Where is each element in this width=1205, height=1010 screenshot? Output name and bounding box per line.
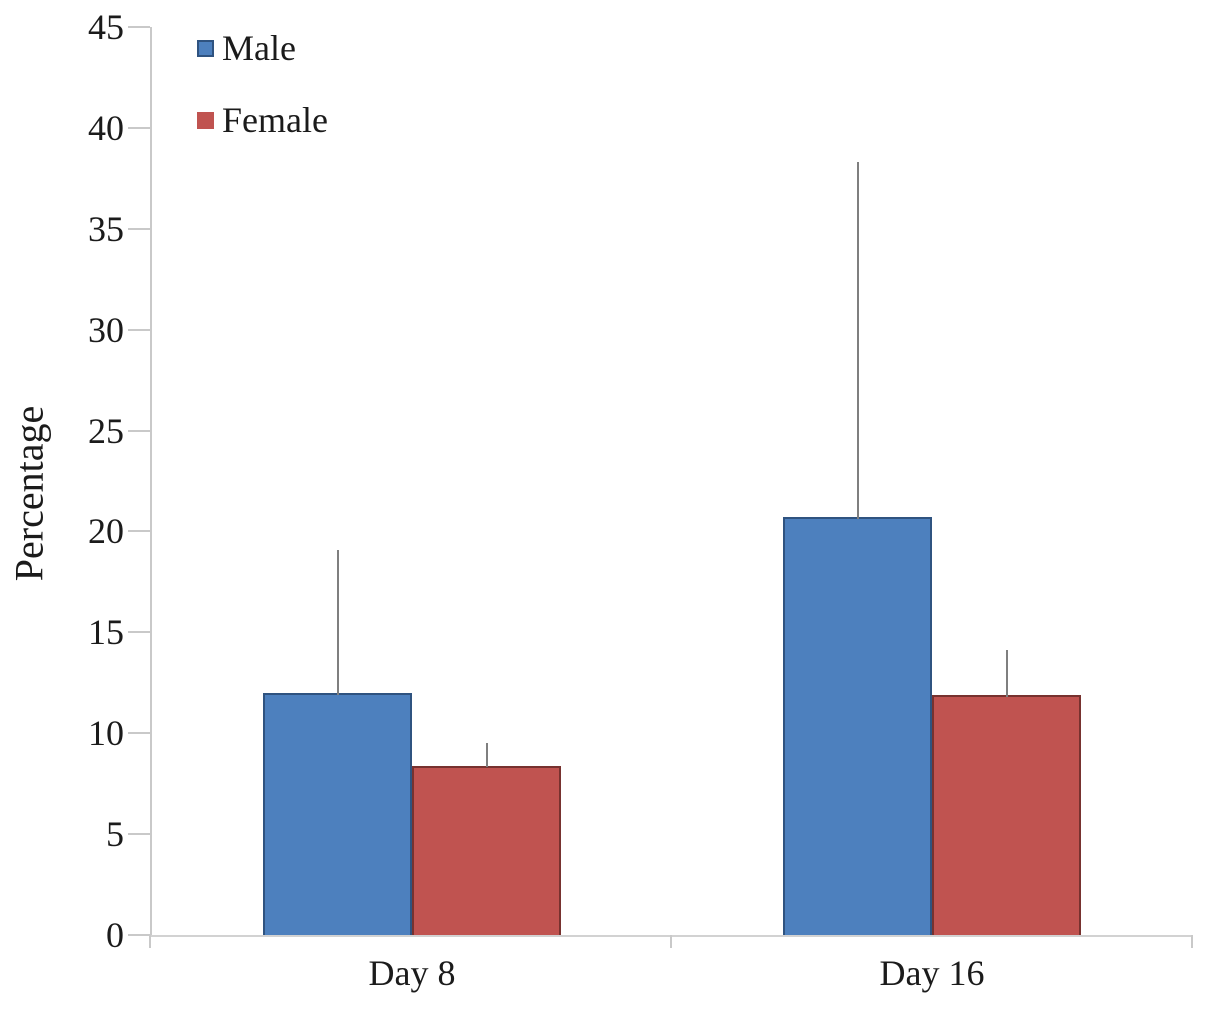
bar-female-day-8 [412,765,561,935]
y-tick-mark [128,26,150,28]
y-tick-mark [128,732,150,735]
x-tick-mark [670,935,672,948]
y-tick-mark [128,631,150,634]
y-tick-mark [128,227,150,230]
error-bar-male-day-16 [856,162,859,520]
y-tick-mark [128,328,150,331]
legend-item-male: Male [197,30,296,66]
legend-label-male: Male [222,28,296,68]
y-tick-label: 5 [106,814,124,855]
y-tick-mark [128,530,150,533]
x-axis-label-day-16: Day 16 [879,953,985,993]
x-tick-mark [149,935,151,948]
male-legend-swatch-icon [197,39,214,57]
error-bar-male-day-8 [336,549,339,695]
x-axis-label-day-8: Day 8 [368,953,456,993]
legend-label-female: Female [222,100,328,140]
y-tick-label: 30 [88,309,124,350]
error-bar-female-day-8 [485,743,488,768]
female-legend-swatch-icon [197,111,214,129]
y-axis-line [150,27,152,935]
bar-male-day-16 [783,517,932,935]
error-bar-female-day-16 [1005,650,1008,697]
y-tick-mark [128,429,150,432]
y-tick-mark [128,934,150,936]
y-tick-mark [128,833,150,836]
y-tick-label: 0 [106,915,124,955]
y-tick-label: 10 [88,713,124,754]
legend-item-female: Female [197,102,328,138]
y-tick-label: 35 [88,208,124,249]
y-tick-label: 20 [88,511,124,552]
bar-male-day-8 [263,692,412,935]
y-tick-label: 45 [88,7,124,47]
bar-female-day-16 [932,694,1081,935]
y-tick-label: 15 [88,612,124,653]
y-tick-label: 25 [88,410,124,451]
x-tick-mark [1191,935,1193,948]
y-tick-label: 40 [88,107,124,148]
y-tick-mark [128,126,150,129]
